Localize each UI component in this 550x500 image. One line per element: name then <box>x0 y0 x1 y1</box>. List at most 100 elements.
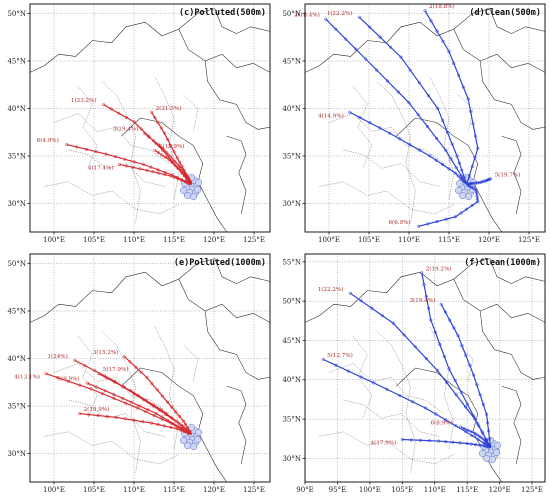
trajectory-marker <box>105 376 109 380</box>
lon-tick-label: 90°E <box>296 486 314 494</box>
trajectory-marker <box>408 68 412 72</box>
trajectory-marker <box>429 318 433 322</box>
trajectory-marker <box>466 97 470 101</box>
trajectory-label-3: 3(15.2%) <box>93 349 119 356</box>
cluster-point <box>190 442 198 451</box>
lat-tick-label: 30°N <box>282 455 301 463</box>
trajectory-marker <box>175 156 179 160</box>
trajectory-marker <box>459 177 463 181</box>
lon-tick-label: 105°E <box>83 236 105 244</box>
trajectory-marker <box>457 161 461 165</box>
trajectory-1 <box>359 16 468 185</box>
trajectory-marker <box>451 440 455 444</box>
trajectory-marker <box>169 144 173 148</box>
country-border <box>479 60 545 130</box>
lat-tick-label: 50°N <box>282 10 301 18</box>
trajectory-marker <box>461 85 465 89</box>
province-border <box>343 149 440 187</box>
trajectory-marker <box>423 9 427 13</box>
trajectory-marker <box>357 15 361 19</box>
trajectory-marker <box>456 174 460 178</box>
source-cluster <box>180 423 203 451</box>
trajectory-marker <box>156 143 160 147</box>
trajectory-marker <box>407 101 411 105</box>
trajectory-5 <box>322 358 491 448</box>
trajectory-label-1: 1(22.2%) <box>327 10 353 17</box>
trajectory-marker <box>134 365 138 369</box>
map-polluted-1000m: 1(24%) 2(19.9%) 3(15.2%) 4(13.1%) 5(17.9%) 6(… <box>7 253 271 494</box>
trajectory-marker <box>184 422 188 427</box>
trajectory-label-4: 4(13.1%) <box>14 374 40 381</box>
trajectory-marker <box>465 207 469 211</box>
trajectory-marker <box>93 369 97 373</box>
cluster-point <box>456 179 464 188</box>
trajectory-marker <box>83 364 87 368</box>
trajectory-marker <box>444 148 448 152</box>
trajectory-marker <box>455 154 459 158</box>
country-border <box>501 385 522 464</box>
trajectory-marker <box>472 373 476 377</box>
panel-clean-500m: 1(22.2%) 2(18.8%) 3(18.4%) 4(14.9%) 5(19.7%)… <box>275 0 550 250</box>
trajectory-label-3: 3(19.4%) <box>410 297 436 304</box>
trajectory-marker <box>123 157 127 161</box>
trajectory-marker <box>153 148 157 152</box>
country-border <box>204 60 270 130</box>
lon-tick-label: 110°E <box>424 486 446 494</box>
trajectory-marker <box>470 203 474 207</box>
trajectory-marker <box>160 153 164 157</box>
trajectory-marker <box>474 188 478 192</box>
trajectory-marker <box>427 306 431 310</box>
trajectory-marker <box>170 161 174 165</box>
trajectory-marker <box>180 427 184 431</box>
country-border <box>453 278 545 323</box>
trajectory-marker <box>435 220 439 224</box>
province-border <box>352 335 373 419</box>
cluster-point <box>492 448 501 456</box>
country-border <box>453 385 503 482</box>
trajectory-marker <box>472 414 476 418</box>
trajectory-marker <box>487 444 491 448</box>
trajectory-marker <box>139 370 143 374</box>
trajectory-marker <box>425 125 429 129</box>
province-border <box>458 95 474 132</box>
trajectory-marker <box>150 110 154 114</box>
trajectory-marker <box>160 394 164 398</box>
cluster-point <box>488 455 497 463</box>
province-border <box>319 181 454 215</box>
trajectory-marker <box>346 369 351 373</box>
trajectory-marker <box>434 412 438 416</box>
trajectory-marker <box>398 393 402 398</box>
trajectory-marker <box>471 122 475 126</box>
province-border <box>376 331 416 473</box>
panel-polluted-1000m: 1(24%) 2(19.9%) 3(15.2%) 4(13.1%) 5(17.9%) 6(… <box>0 250 275 500</box>
trajectory-marker <box>165 151 169 155</box>
trajectory-marker <box>181 171 185 175</box>
lon-tick-label: 115°E <box>456 486 478 494</box>
lat-tick-label: 40°N <box>282 105 301 113</box>
trajectory-marker <box>156 151 160 155</box>
trajectory-marker <box>481 180 485 184</box>
trajectory-marker <box>477 434 482 438</box>
trajectory-marker <box>465 441 469 446</box>
lon-tick-label: 100°E <box>43 236 65 244</box>
trajectory-marker <box>469 185 473 189</box>
trajectory-marker <box>453 171 457 175</box>
trajectory-marker <box>398 137 402 141</box>
map-area <box>30 4 270 232</box>
trajectory-label-1: 1(22.2%) <box>318 286 344 293</box>
trajectory-marker <box>183 173 187 178</box>
province-border <box>319 431 454 465</box>
trajectory-marker <box>459 211 463 215</box>
province-border <box>101 331 141 473</box>
trajectory-marker <box>473 181 477 185</box>
trajectory-marker <box>475 197 479 201</box>
trajectory-marker <box>438 342 442 346</box>
map-frame <box>29 253 271 483</box>
province-border <box>77 85 98 169</box>
trajectory-marker <box>443 310 447 314</box>
country-border <box>501 135 522 214</box>
trajectory-marker <box>114 415 118 419</box>
trajectory-marker <box>454 424 458 428</box>
trajectory-marker <box>370 306 374 310</box>
trajectory-marker <box>452 326 456 330</box>
